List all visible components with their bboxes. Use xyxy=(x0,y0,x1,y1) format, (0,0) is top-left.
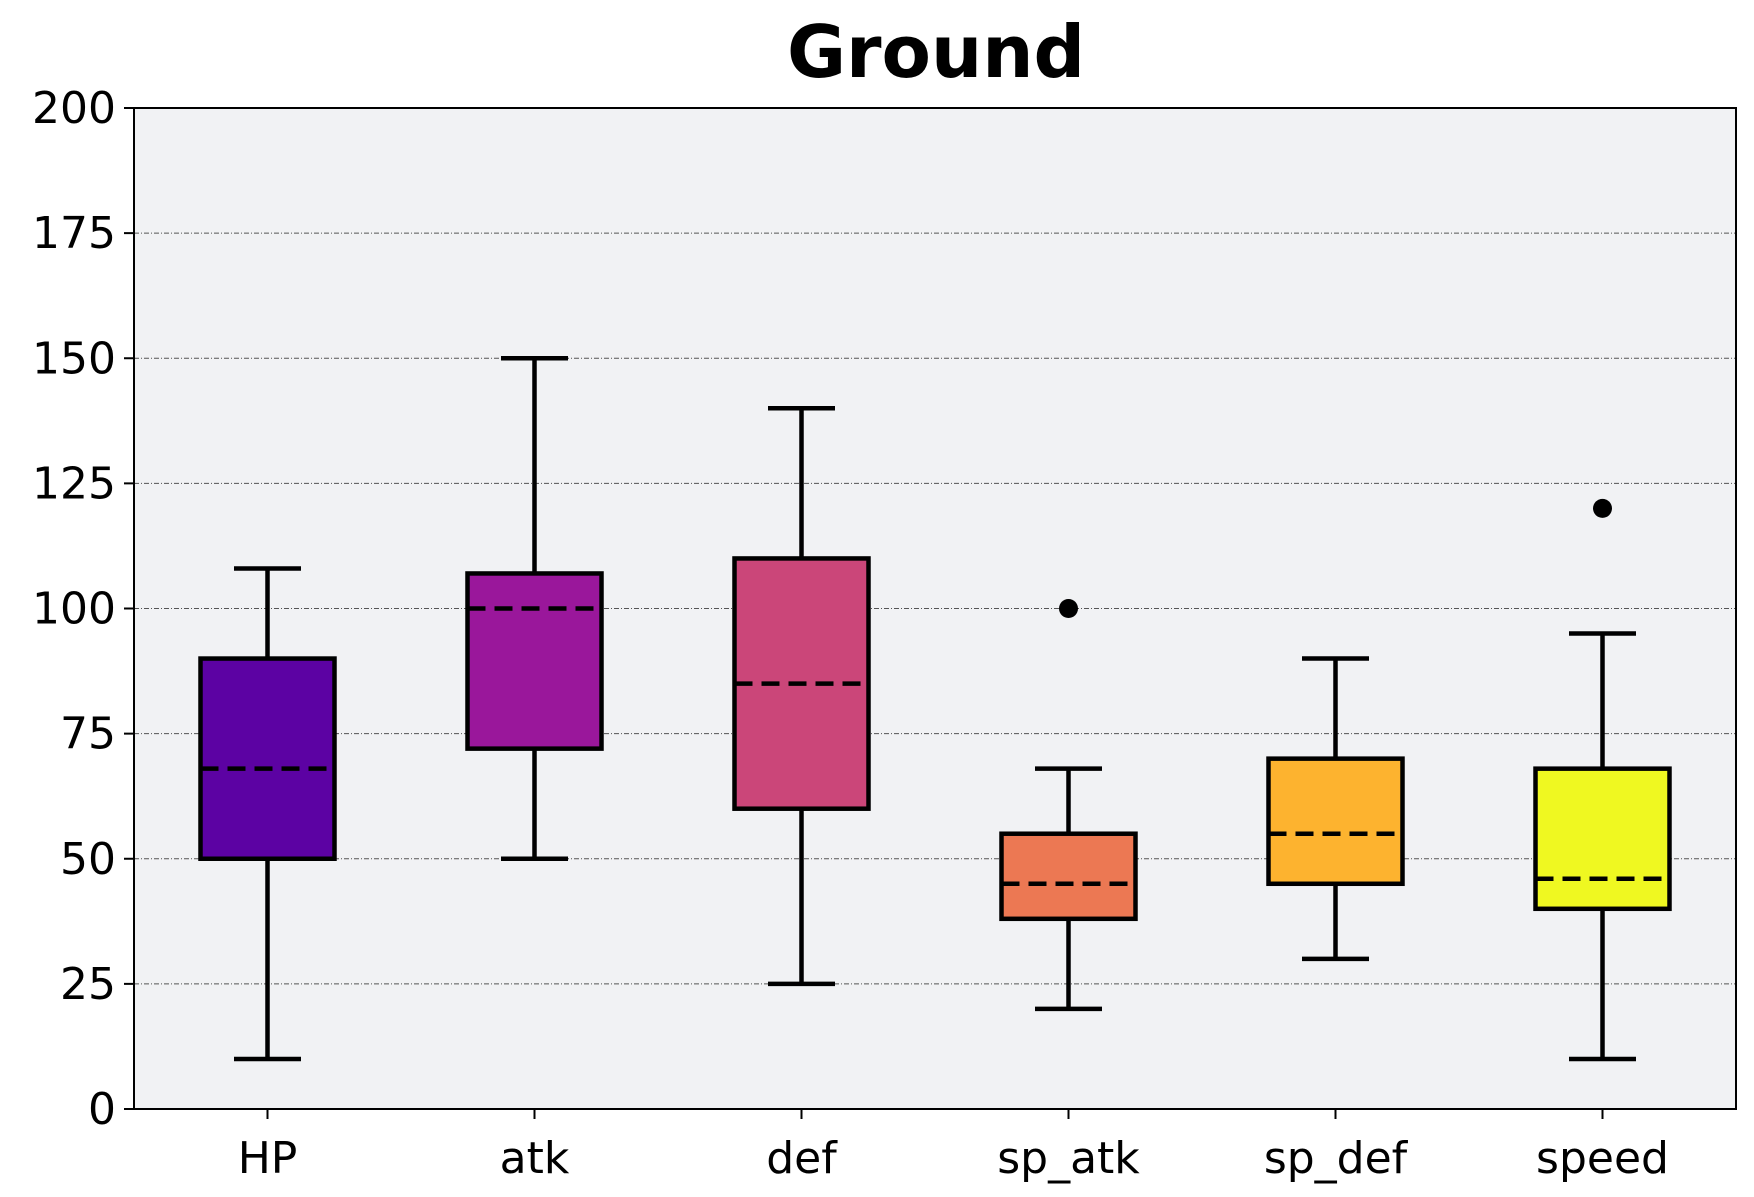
y-tick-label: 25 xyxy=(60,959,116,1010)
box-sp_def xyxy=(1266,656,1405,962)
plot-area: 0 25 50 75 100 125 150 175 200 HP atk def sp_atk sp_d… xyxy=(32,83,1737,1184)
y-tick-label: 100 xyxy=(32,584,116,635)
y-tick-label: 150 xyxy=(32,333,116,384)
outlier-point xyxy=(1593,498,1612,518)
x-tick-label: def xyxy=(766,1133,838,1184)
x-tick-label: HP xyxy=(238,1133,298,1184)
box-atk xyxy=(465,356,604,861)
box-def xyxy=(732,406,871,987)
y-tick-label: 50 xyxy=(60,834,116,885)
x-tick-label: sp_def xyxy=(1264,1133,1409,1184)
x-tick-label: speed xyxy=(1536,1133,1669,1184)
y-tick-label: 75 xyxy=(60,709,116,760)
iqr-box xyxy=(465,571,604,751)
axes-frame xyxy=(133,107,1737,1110)
y-tick-label: 0 xyxy=(88,1084,116,1135)
box-speed xyxy=(1533,498,1672,1062)
x-tick-label: atk xyxy=(500,1133,570,1184)
iqr-box xyxy=(1266,756,1405,887)
iqr-box xyxy=(1533,766,1672,912)
outlier-point xyxy=(1059,599,1078,618)
box-HP xyxy=(198,566,337,1062)
iqr-box xyxy=(999,831,1138,922)
box-sp_atk xyxy=(999,599,1138,1012)
y-tick-label: 200 xyxy=(32,83,116,134)
x-tick-label: sp_atk xyxy=(997,1133,1140,1184)
chart-title: Ground xyxy=(787,10,1085,94)
iqr-box xyxy=(198,656,337,861)
y-tick-label: 175 xyxy=(32,208,116,259)
y-tick-label: 125 xyxy=(32,458,116,509)
